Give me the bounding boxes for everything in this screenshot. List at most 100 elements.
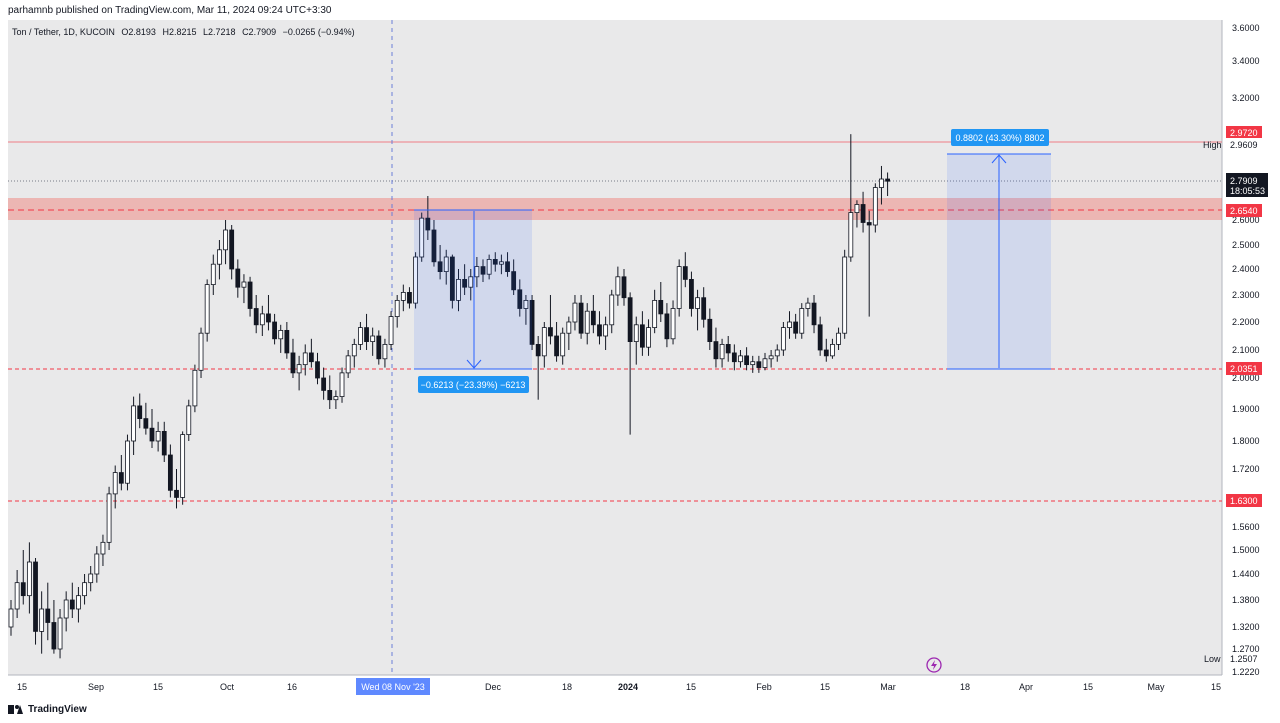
candle-bull — [400, 291, 406, 301]
alert-lightning-icon[interactable] — [926, 657, 942, 673]
candle-bull — [180, 434, 186, 498]
footer-bar: TradingView — [0, 700, 1280, 723]
candle-bull — [419, 217, 425, 258]
candle-bull — [670, 308, 676, 340]
candle-bull — [57, 617, 63, 650]
candle-bull — [88, 573, 94, 584]
time-tick-label: Sep — [88, 682, 104, 692]
price-tick-label: 1.9000 — [1232, 404, 1260, 414]
high-label: 2.9609 — [1230, 140, 1258, 150]
candle-bear — [315, 361, 320, 379]
candle-bull — [333, 396, 339, 401]
candle-bull — [443, 256, 449, 272]
candle-bear — [143, 418, 149, 429]
zone-price-label-bg — [1226, 204, 1262, 217]
time-tick-label: Dec — [485, 682, 502, 692]
price-tick-label: 3.2000 — [1232, 93, 1260, 103]
countdown-label: 18:05:53 — [1230, 186, 1265, 196]
chart-container[interactable]: −0.6213 (−23.39%) −6213 0.8802 (43.30%) … — [0, 20, 1280, 700]
candle-bull — [82, 582, 87, 597]
measure-down-label: −0.6213 (−23.39%) −6213 — [421, 380, 526, 390]
low-label: 1.2507 — [1230, 654, 1258, 664]
time-tick-label: 15 — [820, 682, 830, 692]
candle-bear — [407, 291, 412, 304]
candle-bull — [474, 266, 480, 278]
price-tick-label: 1.3800 — [1232, 595, 1260, 605]
time-tick-label: Apr — [1019, 682, 1033, 692]
candle-bear — [554, 335, 559, 357]
candle-bear — [327, 389, 333, 401]
current-price-label: 2.7909 — [1230, 176, 1258, 186]
time-tick-label: Feb — [756, 682, 772, 692]
legend-high: H2.8215 — [162, 27, 196, 37]
price-tick-label: 2.1000 — [1232, 345, 1260, 355]
candle-bear — [161, 430, 167, 456]
high-tag: High — [1203, 140, 1222, 150]
publisher-line: parhamnb published on TradingView.com, M… — [8, 5, 332, 16]
candle-bear — [511, 271, 517, 291]
candle-bull — [241, 281, 247, 288]
candle-bull — [695, 297, 700, 309]
candle-bear — [689, 278, 694, 309]
time-tick-label: Mar — [880, 682, 896, 692]
candle-bear — [33, 561, 38, 632]
candle-bear — [118, 472, 124, 484]
candle-bear — [364, 327, 369, 343]
time-tick-label: 15 — [1083, 682, 1093, 692]
crosshair-date-label: Wed 08 Nov '23 — [356, 678, 430, 695]
candle-bear — [517, 289, 523, 309]
candle-bear — [266, 313, 271, 323]
candle-bear — [247, 281, 253, 309]
time-tick-label: Oct — [220, 682, 235, 692]
candle-bull — [259, 313, 265, 326]
candle-bull — [382, 343, 388, 360]
price-tick-label: 2.2000 — [1232, 317, 1260, 327]
candle-bull — [278, 329, 284, 340]
candle-bear — [229, 229, 235, 270]
candle-bull — [603, 324, 609, 337]
candle-bull — [223, 229, 228, 251]
candle-bull — [848, 212, 854, 258]
candle-bull — [198, 332, 204, 371]
measure-down[interactable]: −0.6213 (−23.39%) −6213 — [414, 209, 532, 393]
candle-bear — [290, 352, 296, 374]
support-low-label: 1.6300 — [1230, 496, 1258, 506]
time-tick-label: 15 — [686, 682, 696, 692]
candle-bear — [627, 297, 633, 343]
candlestick-chart[interactable]: −0.6213 (−23.39%) −6213 0.8802 (43.30%) … — [0, 20, 1280, 700]
candle-bear — [590, 310, 596, 326]
candle-bull — [217, 249, 222, 265]
candle-bear — [823, 349, 829, 357]
candle-bear — [860, 204, 866, 223]
time-tick-label: 15 — [1211, 682, 1221, 692]
time-axis-background — [0, 675, 1222, 700]
time-tick-label: 18 — [562, 682, 572, 692]
candle-bull — [345, 355, 351, 374]
candle-bull — [879, 178, 884, 188]
candle-bull — [799, 308, 805, 334]
candle-bull — [719, 343, 725, 360]
tradingview-logo[interactable]: TradingView — [8, 704, 87, 715]
candle-bull — [468, 276, 474, 288]
candle-bull — [296, 364, 302, 374]
candle-bull — [646, 327, 651, 348]
candle-bull — [609, 294, 615, 326]
price-tick-label: 1.4400 — [1232, 569, 1260, 579]
measure-up[interactable]: 0.8802 (43.30%) 8802 — [947, 129, 1051, 370]
candle-bull — [210, 263, 216, 285]
candle-bear — [725, 343, 731, 354]
candle-bear — [578, 302, 584, 334]
candle-bear — [174, 489, 179, 498]
price-tick-label: 2.6000 — [1232, 215, 1260, 225]
time-axis-ticks: 15 Sep 15 Oct 16 Dec 18 2024 15 Feb 15 Mar 18 Apr 15 Ma… — [17, 682, 1221, 692]
measure-down-arrow-head — [466, 359, 482, 369]
support-mid-label: 2.0351 — [1230, 364, 1258, 374]
candle-bear — [682, 266, 688, 280]
candle-bull — [370, 335, 376, 342]
candle-bull — [8, 608, 14, 628]
price-tick-label: 2.0000 — [1232, 373, 1260, 383]
candle-bull — [560, 332, 566, 357]
candle-bear — [744, 355, 749, 366]
support-low-label-bg — [1226, 494, 1262, 507]
candle-bear — [535, 343, 541, 357]
